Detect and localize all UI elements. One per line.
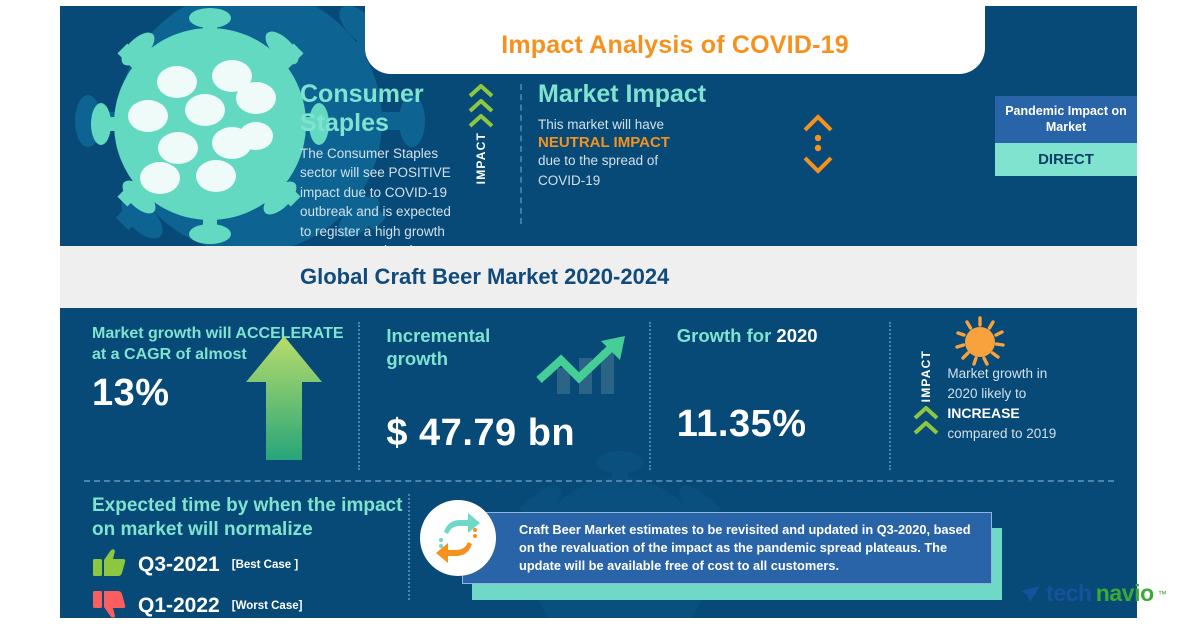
main-panel: Impact Analysis of COVID-19 Consumer Sta… [60, 6, 1137, 618]
arrow-up-down-icon [803, 114, 833, 174]
market-impact-emphasis: NEUTRAL IMPACT [538, 134, 670, 152]
kpi-cagr-label: Market growth will ACCELERATE at a CAGR … [92, 325, 344, 363]
consumer-staples-heading: Consumer Staples [300, 80, 424, 137]
normalize-section: Expected time by when the impact on mark… [60, 488, 408, 618]
vertical-divider [520, 84, 522, 224]
kpi-impact-line2: 2020 likely to [947, 385, 1027, 401]
kpi-growth-2020: Growth for 2020 11.35% [651, 308, 890, 480]
technavio-arrow-icon [1021, 585, 1040, 602]
worst-case-quarter: Q1-2022 [138, 594, 220, 617]
best-case-quarter: Q3-2021 [138, 553, 220, 576]
top-info-row: Consumer Staples The Consumer Staples se… [60, 80, 1137, 278]
chevron-up-icon [468, 84, 494, 128]
kpi-incremental-label: Incremental growth [386, 325, 491, 370]
kpi-impact-line1: Market growth in [947, 366, 1048, 381]
page-title: Impact Analysis of COVID-19 [501, 31, 849, 59]
logo-text-navio: navio [1095, 580, 1154, 606]
impact-vertical-label: IMPACT [474, 132, 488, 185]
kpi-incremental-value: $ 47.79 bn [386, 412, 576, 455]
title-banner: Impact Analysis of COVID-19 [365, 6, 985, 74]
pandemic-impact-header: Pandemic Impact on Market [995, 96, 1137, 143]
kpi-cagr: Market growth will ACCELERATE at a CAGR … [60, 308, 358, 480]
pandemic-impact-value: DIRECT [995, 142, 1137, 176]
kpi-growth-value: 11.35% [676, 403, 807, 446]
trend-up-icon [535, 334, 631, 401]
horizontal-divider [84, 480, 1114, 482]
impact-indicator-bottom: IMPACT [905, 324, 947, 480]
logo-text-tech: tech [1046, 580, 1092, 606]
pandemic-impact-box: Pandemic Impact on Market DIRECT [995, 96, 1137, 176]
kpi-cagr-value: 13% [92, 371, 170, 414]
technavio-logo: tech navio ™ [1020, 580, 1167, 607]
best-case-label: [Best Case ] [231, 559, 299, 571]
bottom-row: Expected time by when the impact on mark… [60, 488, 1137, 618]
note-text: Craft Beer Market estimates to be revisi… [519, 522, 971, 573]
market-title: Global Craft Beer Market 2020-2024 [300, 264, 670, 289]
logo-trademark: ™ [1157, 588, 1167, 599]
thumbs-up-icon [92, 548, 126, 583]
kpi-impact-emphasis: INCREASE [947, 405, 1020, 422]
impact-indicator-top: IMPACT [458, 80, 504, 184]
kpi-divider [648, 322, 651, 470]
market-impact-line2: due to the spread of [538, 153, 659, 169]
chevron-up-icon [913, 406, 939, 435]
updown-arrow-indicator [788, 80, 848, 176]
kpi-incremental-growth: Incremental growth $ 47.79 bn [360, 308, 648, 480]
kpi-divider [358, 322, 361, 470]
thumbs-down-icon [92, 589, 126, 619]
kpi-divider [889, 322, 892, 470]
refresh-icon [420, 500, 496, 576]
arrow-up-icon [244, 334, 324, 467]
market-impact-section: Market Impact This market will have NEUT… [538, 80, 788, 190]
bottom-divider [408, 494, 410, 600]
market-title-band: Global Craft Beer Market 2020-2024 [60, 246, 1137, 308]
kpi-row: Market growth will ACCELERATE at a CAGR … [60, 308, 1137, 480]
kpi-impact-text: Market growth in 2020 likely to INCREASE… [947, 324, 1056, 480]
kpi-growth-label: Growth for 2020 [677, 324, 890, 347]
market-impact-line3: COVID-19 [538, 172, 601, 188]
kpi-growth-label-year: 2020 [776, 325, 818, 346]
market-impact-heading: Market Impact [538, 80, 707, 108]
worst-case-label: [Worst Case] [231, 600, 303, 612]
best-case-row: Q3-2021 [Best Case ] [92, 548, 408, 583]
kpi-growth-label-teal: Growth for [676, 325, 772, 346]
note-box: Craft Beer Market estimates to be revisi… [462, 512, 992, 584]
worst-case-row: Q1-2022 [Worst Case] [92, 589, 408, 619]
kpi-impact-line3: compared to 2019 [947, 425, 1057, 441]
impact-vertical-label: IMPACT [919, 350, 934, 403]
normalize-heading: Expected time by when the impact on mark… [92, 495, 403, 540]
virus-icon [953, 314, 1007, 373]
kpi-impact-2020: IMPACT [891, 308, 1137, 480]
market-impact-line1: This market will have [538, 116, 665, 132]
note-area: Craft Beer Market estimates to be revisi… [410, 488, 1137, 618]
